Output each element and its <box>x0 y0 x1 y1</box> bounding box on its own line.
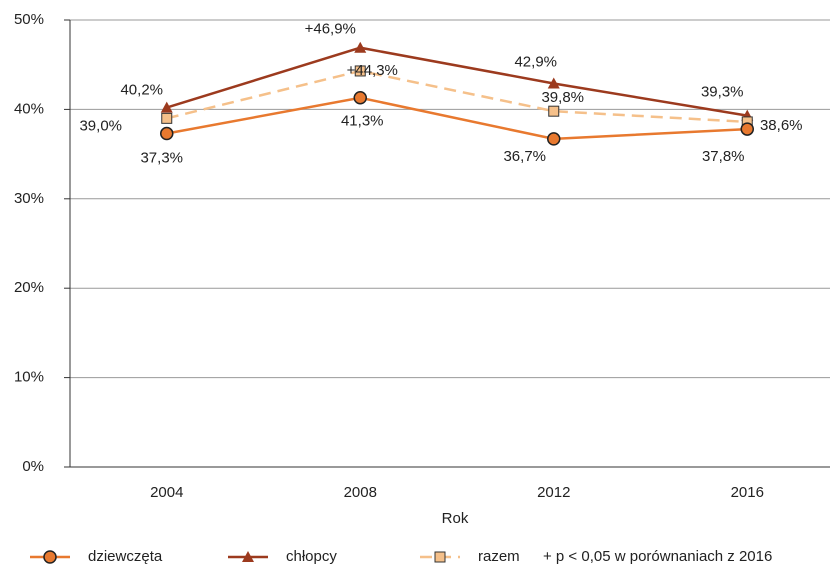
legend-marker <box>242 551 254 562</box>
x-tick-label: 2008 <box>344 484 377 501</box>
data-label: 41,3% <box>341 113 384 130</box>
data-point <box>354 41 367 53</box>
series-line <box>166 96 748 141</box>
x-axis-label: Rok <box>442 510 469 527</box>
data-label: +46,9% <box>305 21 356 38</box>
legend-label: chłopcy <box>286 548 337 565</box>
y-tick-label: 40% <box>14 100 44 117</box>
data-label: 39,8% <box>541 89 584 106</box>
data-label: 42,9% <box>514 53 557 70</box>
data-point <box>353 91 367 105</box>
data-point <box>161 112 173 124</box>
data-label: 37,3% <box>140 150 183 167</box>
data-point <box>547 132 561 146</box>
data-point <box>160 101 173 113</box>
data-label: 40,2% <box>120 82 163 99</box>
series-line <box>166 46 748 117</box>
y-tick-label: 30% <box>14 190 44 207</box>
data-label: 39,3% <box>701 84 744 101</box>
note: + p < 0,05 w porównaniach z 2016 <box>543 548 772 565</box>
x-tick-label: 2012 <box>537 484 570 501</box>
y-tick-label: 0% <box>22 458 44 475</box>
x-tick-label: 2016 <box>731 484 764 501</box>
data-label: 39,0% <box>79 117 122 134</box>
data-label: 36,7% <box>503 148 546 165</box>
legend-label: razem <box>478 548 520 565</box>
series-line <box>166 69 748 124</box>
data-point <box>547 77 560 89</box>
y-tick-label: 10% <box>14 369 44 386</box>
y-tick-label: 20% <box>14 279 44 296</box>
data-point <box>548 105 560 117</box>
data-point <box>354 65 366 77</box>
data-label: 37,8% <box>702 148 745 165</box>
x-tick-label: 2004 <box>150 484 183 501</box>
legend-marker <box>43 550 57 564</box>
data-label: +44,3% <box>347 62 398 79</box>
data-point <box>160 126 174 141</box>
data-point <box>740 122 754 136</box>
data-label: 38,6% <box>760 117 803 134</box>
legend-marker <box>434 551 446 563</box>
y-tick-label: 50% <box>14 11 44 28</box>
legend-label: dziewczęta <box>88 548 163 565</box>
